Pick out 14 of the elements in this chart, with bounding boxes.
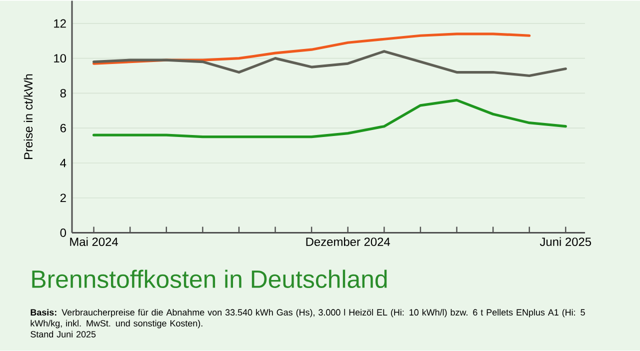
y-tick-label: 2 bbox=[60, 194, 66, 202]
text: Brennstoffkosten in Deutschland bbox=[32, 270, 387, 288]
y-tick-label: 6 bbox=[60, 124, 66, 132]
y-tick-label: 8 bbox=[60, 89, 66, 98]
text: Basis: Verbraucherpreise für die Abnahme von 33.540 kWh Gas (Hs), 3.000 l Heizöl EL (Hi: 10 kWh/l) bzw. 6 t Pellets ENplus A1 (Hi: 5 kWh/kg, inkl. MwSt. und sonstige Kosten). bbox=[30, 309, 585, 328]
y-axis-title: Preise in ct/kWh bbox=[24, 74, 33, 160]
x-tick-label: Mai 2024 bbox=[70, 237, 118, 246]
y-tick-label: 0 bbox=[60, 228, 66, 238]
y-tick-label: 10 bbox=[54, 54, 66, 63]
x-tick-label: Dezember 2024 bbox=[306, 237, 390, 246]
y-tick-label: 4 bbox=[60, 158, 66, 168]
y-tick-label: 12 bbox=[54, 19, 66, 28]
text: Stand Juni 2025 bbox=[30, 330, 96, 338]
x-tick-label: Juni 2025 bbox=[540, 237, 592, 246]
